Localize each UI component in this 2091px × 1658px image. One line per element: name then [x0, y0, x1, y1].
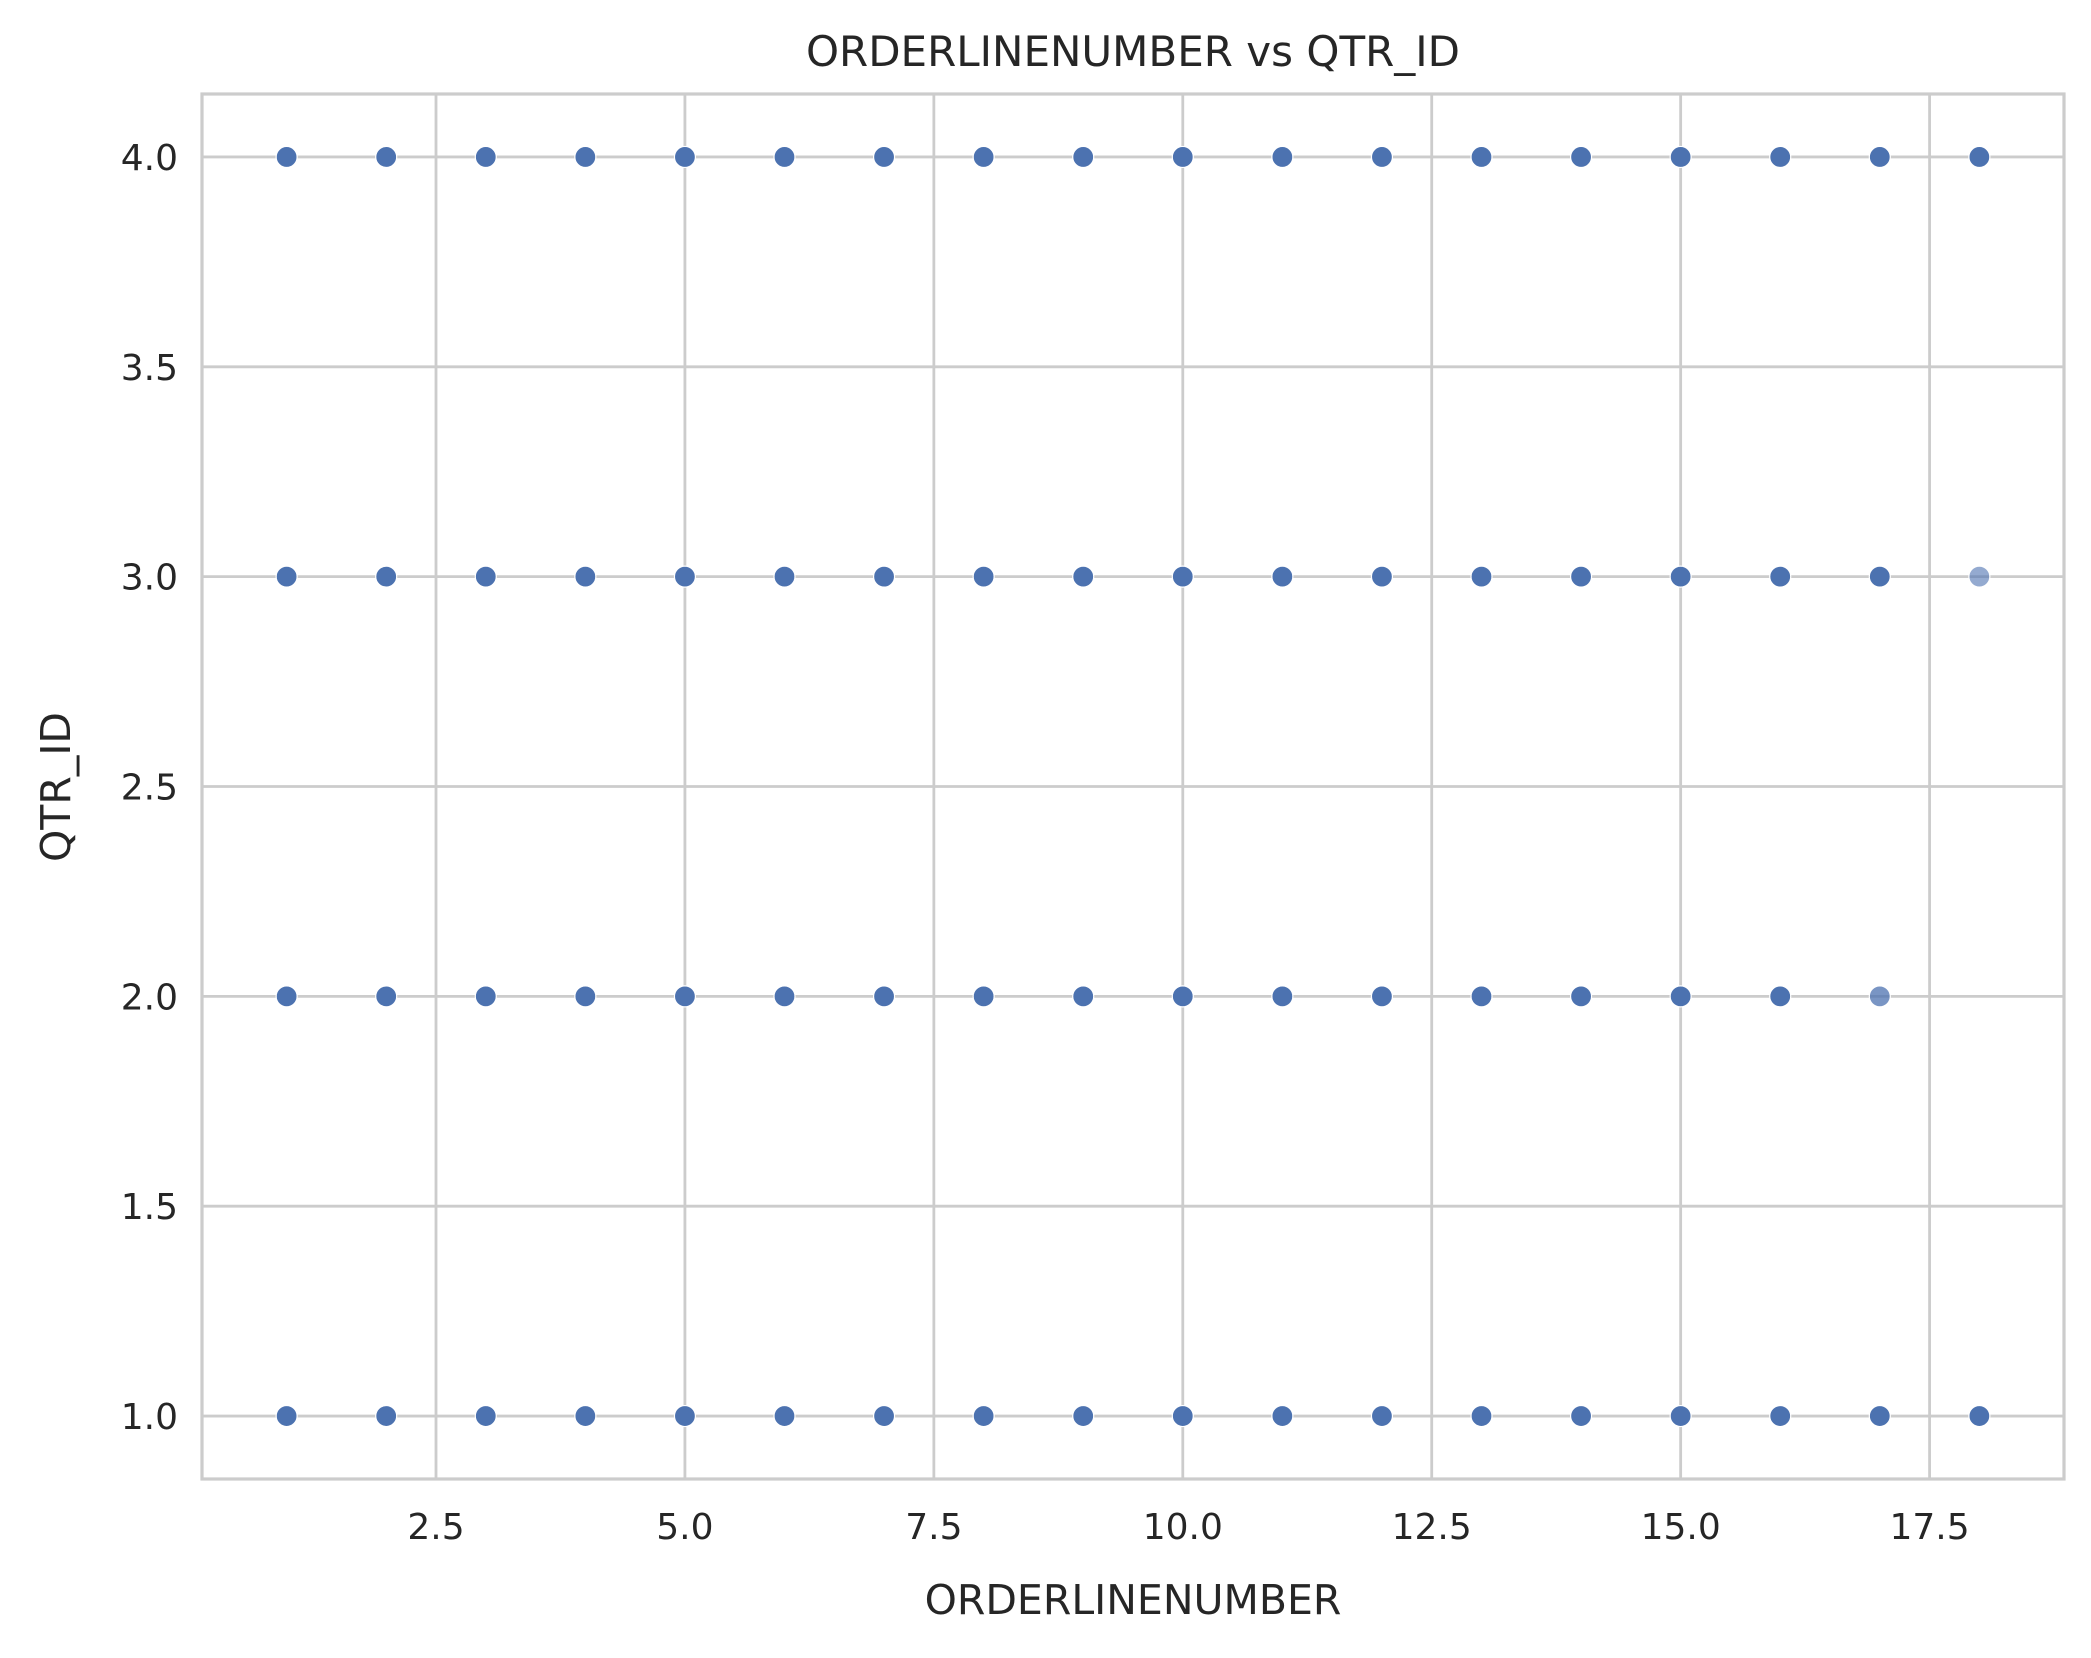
- data-point: [1669, 565, 1692, 588]
- y-tick-label: 3.5: [121, 348, 178, 389]
- x-tick-label: 2.5: [407, 1507, 464, 1548]
- data-point: [574, 985, 597, 1008]
- data-point: [1769, 145, 1792, 169]
- data-point: [1569, 1404, 1593, 1428]
- data-point: [1769, 985, 1792, 1008]
- data-point: [474, 145, 497, 169]
- data-point: [1171, 145, 1194, 169]
- data-point: [574, 145, 597, 169]
- data-point: [1072, 145, 1095, 169]
- data-point: [1370, 985, 1394, 1008]
- data-point: [1868, 1404, 1891, 1428]
- y-tick-label: 1.0: [121, 1397, 178, 1438]
- data-point: [773, 1404, 796, 1428]
- data-point: [375, 1404, 398, 1428]
- x-tick-labels: 2.5 5.0 7.5 10.0 12.5 15.0 17.5: [407, 1507, 1969, 1548]
- x-tick-label: 10.0: [1143, 1507, 1223, 1548]
- data-point: [972, 1404, 995, 1428]
- x-tick-label: 7.5: [905, 1507, 962, 1548]
- y-tick-label: 4.0: [121, 138, 178, 179]
- data-point: [872, 1404, 896, 1428]
- data-point: [1271, 145, 1294, 169]
- data-point: [673, 565, 697, 588]
- data-point: [773, 145, 796, 169]
- data-point: [275, 1404, 298, 1428]
- data-point: [773, 985, 796, 1008]
- chart-title: ORDERLINENUMBER vs QTR_ID: [806, 27, 1460, 76]
- data-point: [972, 145, 995, 169]
- data-point: [872, 985, 896, 1008]
- data-point: [1769, 565, 1792, 588]
- data-point: [1868, 985, 1891, 1008]
- data-point: [1271, 1404, 1294, 1428]
- data-point: [773, 565, 796, 588]
- data-point: [1669, 1404, 1692, 1428]
- data-point: [1669, 145, 1692, 169]
- data-point: [574, 565, 597, 588]
- data-point: [574, 1404, 597, 1428]
- data-point: [1470, 565, 1493, 588]
- data-point: [1271, 985, 1294, 1008]
- data-point: [1271, 565, 1294, 588]
- data-point: [1171, 565, 1194, 588]
- plot-frame: [200, 92, 2066, 1481]
- y-axis-label: QTR_ID: [32, 712, 80, 862]
- y-tick-label: 2.0: [121, 977, 178, 1018]
- data-point: [1569, 145, 1593, 169]
- data-point: [1171, 1404, 1194, 1428]
- data-point: [1470, 145, 1493, 169]
- data-point: [1171, 985, 1194, 1008]
- data-point: [375, 565, 398, 588]
- data-point: [673, 1404, 697, 1428]
- data-point: [1569, 985, 1593, 1008]
- x-tick-label: 5.0: [656, 1507, 713, 1548]
- data-point: [375, 985, 398, 1008]
- data-point: [474, 985, 497, 1008]
- data-point: [972, 565, 995, 588]
- data-point: [375, 145, 398, 169]
- x-axis-label: ORDERLINENUMBER: [925, 1576, 1342, 1624]
- data-point: [1370, 145, 1394, 169]
- data-point: [1868, 145, 1891, 169]
- data-point: [1470, 1404, 1493, 1428]
- data-point: [1072, 1404, 1095, 1428]
- data-point: [673, 985, 697, 1008]
- data-point: [1868, 565, 1891, 588]
- data-point: [1968, 145, 1991, 169]
- data-point: [275, 985, 298, 1008]
- data-point: [872, 565, 896, 588]
- data-point: [474, 1404, 497, 1428]
- data-point: [474, 565, 497, 588]
- data-point: [872, 145, 896, 169]
- y-tick-label: 1.5: [121, 1187, 178, 1228]
- y-tick-label: 2.5: [121, 768, 178, 809]
- data-point: [1072, 985, 1095, 1008]
- data-point: [275, 565, 298, 588]
- data-points: [275, 145, 1991, 1428]
- data-point: [1769, 1404, 1792, 1428]
- data-point: [972, 985, 995, 1008]
- data-point: [275, 145, 298, 169]
- data-point: [1370, 565, 1394, 588]
- data-point: [1370, 1404, 1394, 1428]
- x-tick-label: 12.5: [1392, 1507, 1472, 1548]
- data-point: [673, 145, 697, 169]
- data-point: [1072, 565, 1095, 588]
- data-point: [1669, 985, 1692, 1008]
- data-point: [1470, 985, 1493, 1008]
- x-tick-label: 17.5: [1889, 1507, 1969, 1548]
- y-tick-labels: 1.0 1.5 2.0 2.5 3.0 3.5 4.0: [121, 138, 178, 1438]
- y-tick-label: 3.0: [121, 558, 178, 599]
- data-point: [1569, 565, 1593, 588]
- data-point: [1968, 565, 1991, 588]
- data-point: [1968, 1404, 1991, 1428]
- grid-lines: [202, 94, 2064, 1479]
- x-tick-label: 15.0: [1641, 1507, 1721, 1548]
